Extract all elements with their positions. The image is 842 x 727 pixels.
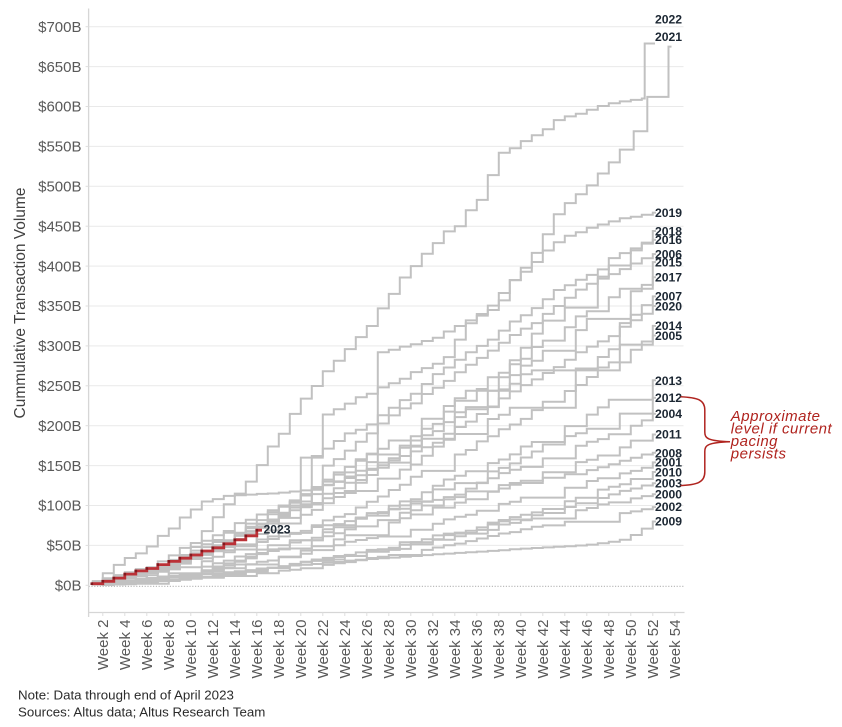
svg-text:Approximate: Approximate: [730, 408, 821, 425]
svg-text:2012: 2012: [655, 391, 682, 405]
svg-text:Week 48: Week 48: [601, 620, 618, 679]
svg-text:2020: 2020: [655, 300, 682, 314]
svg-text:$600B: $600B: [38, 99, 81, 116]
svg-text:$650B: $650B: [38, 59, 81, 76]
svg-text:$700B: $700B: [38, 19, 81, 36]
svg-text:Sources: Altus data; Altus Res: Sources: Altus data; Altus Research Team: [18, 705, 265, 720]
svg-text:Week 28: Week 28: [381, 620, 398, 679]
svg-text:2023: 2023: [263, 523, 290, 537]
svg-text:2001: 2001: [655, 455, 682, 469]
svg-text:$400B: $400B: [38, 258, 81, 275]
svg-text:2007: 2007: [655, 290, 682, 304]
svg-text:level if current: level if current: [731, 421, 833, 438]
svg-text:Week 26: Week 26: [359, 620, 376, 679]
svg-text:Cummulative Transaction Volume: Cummulative Transaction Volume: [12, 188, 29, 419]
svg-text:$200B: $200B: [38, 418, 81, 435]
svg-text:2017: 2017: [655, 271, 682, 285]
svg-text:2016: 2016: [655, 233, 682, 247]
svg-text:Week 12: Week 12: [205, 620, 222, 679]
svg-text:persists: persists: [730, 445, 787, 462]
svg-text:Week 38: Week 38: [491, 620, 508, 679]
svg-text:Week 6: Week 6: [139, 620, 156, 671]
svg-text:Week 32: Week 32: [425, 620, 442, 679]
svg-text:Week 8: Week 8: [161, 620, 178, 671]
svg-text:Week 10: Week 10: [183, 620, 200, 679]
svg-text:Week 36: Week 36: [469, 620, 486, 679]
svg-text:2022: 2022: [655, 12, 682, 26]
svg-text:Week 44: Week 44: [557, 620, 574, 679]
svg-text:Week 40: Week 40: [513, 620, 530, 679]
svg-text:Week 52: Week 52: [645, 620, 662, 679]
svg-text:Week 46: Week 46: [579, 620, 596, 679]
svg-text:2019: 2019: [655, 206, 682, 220]
svg-text:pacing: pacing: [730, 433, 778, 450]
svg-text:$550B: $550B: [38, 139, 81, 156]
svg-text:2003: 2003: [655, 477, 682, 491]
svg-text:2018: 2018: [655, 224, 682, 238]
svg-text:$500B: $500B: [38, 179, 81, 196]
svg-text:$250B: $250B: [38, 378, 81, 395]
svg-text:Week 24: Week 24: [337, 620, 354, 679]
svg-text:Week 22: Week 22: [315, 620, 332, 679]
svg-text:Week 42: Week 42: [535, 620, 552, 679]
svg-text:Week 34: Week 34: [447, 620, 464, 679]
svg-text:2002: 2002: [655, 500, 682, 514]
svg-text:2015: 2015: [655, 255, 682, 269]
svg-text:$450B: $450B: [38, 218, 81, 235]
svg-text:Week 4: Week 4: [117, 620, 134, 671]
svg-text:Week 16: Week 16: [249, 620, 266, 679]
svg-text:2010: 2010: [655, 465, 682, 479]
svg-text:$150B: $150B: [38, 458, 81, 475]
svg-text:$0B: $0B: [55, 578, 82, 595]
svg-text:2005: 2005: [655, 329, 682, 343]
svg-text:$100B: $100B: [38, 498, 81, 515]
svg-text:2014: 2014: [655, 319, 682, 333]
svg-text:2021: 2021: [655, 30, 682, 44]
svg-text:2013: 2013: [655, 374, 682, 388]
svg-text:Week 2: Week 2: [95, 620, 112, 671]
svg-text:Week 18: Week 18: [271, 620, 288, 679]
svg-text:2011: 2011: [655, 428, 682, 442]
svg-text:Week 30: Week 30: [403, 620, 420, 679]
svg-text:2004: 2004: [655, 407, 682, 421]
svg-text:2000: 2000: [655, 488, 682, 502]
svg-text:2006: 2006: [655, 248, 682, 262]
svg-text:$350B: $350B: [38, 298, 81, 315]
svg-text:2008: 2008: [655, 447, 682, 461]
svg-text:2009: 2009: [655, 514, 682, 528]
svg-text:$50B: $50B: [46, 538, 81, 555]
svg-text:$300B: $300B: [38, 338, 81, 355]
svg-text:Week 54: Week 54: [667, 620, 684, 679]
svg-text:Week 20: Week 20: [293, 620, 310, 679]
svg-text:Week 50: Week 50: [623, 620, 640, 679]
svg-text:Week 14: Week 14: [227, 620, 244, 679]
svg-text:Note: Data through end of Apri: Note: Data through end of April 2023: [18, 688, 234, 703]
